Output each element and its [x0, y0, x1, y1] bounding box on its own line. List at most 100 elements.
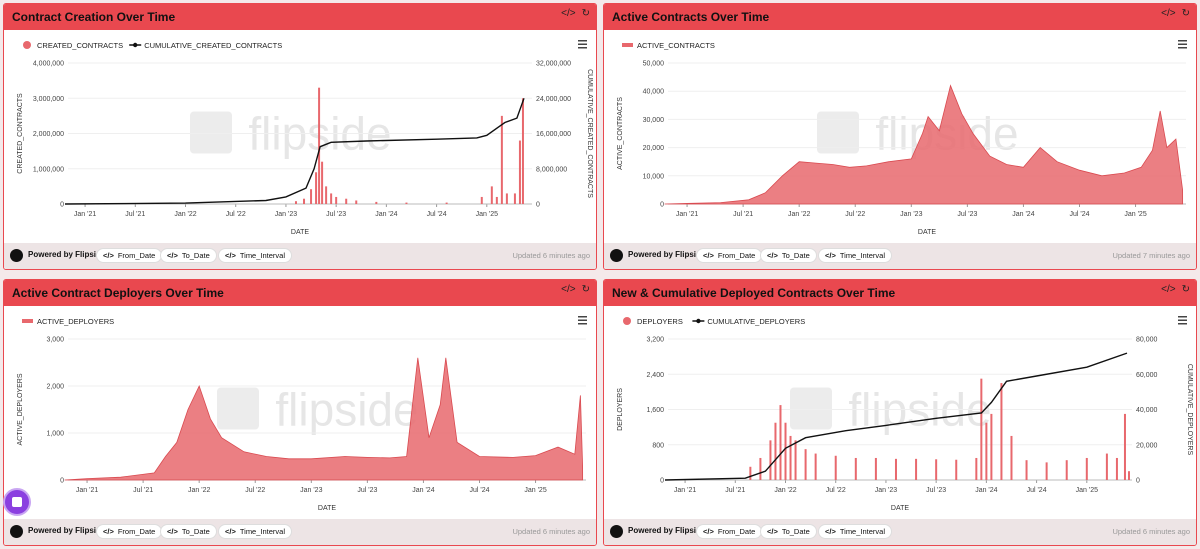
chip-label: From_Date [117, 527, 156, 536]
y2-tick-label: 0 [1136, 478, 1140, 485]
time-interval-chip[interactable]: </> Time_Interval [818, 524, 892, 539]
from-date-chip[interactable]: </> From_Date [696, 248, 763, 263]
flipside-logo-icon [10, 525, 23, 538]
x-tick-label: Jul '21 [725, 487, 745, 494]
to-date-chip[interactable]: </> To_Date [160, 248, 217, 263]
y-axis-label: CREATED_CONTRACTS [17, 93, 24, 174]
y-tick-label: 1,000,000 [33, 166, 64, 173]
legend-entry: CUMULATIVE_DEPLOYERS [707, 317, 805, 326]
bar [779, 405, 782, 480]
time-interval-chip[interactable]: </> Time_Interval [218, 524, 292, 539]
powered-by-label[interactable]: Powered by Flipside [628, 250, 706, 259]
bar [749, 466, 752, 480]
hamburger-menu-icon [1178, 47, 1187, 49]
x-tick-label: Jan '25 [476, 211, 498, 218]
panel-title: Active Contracts Over Time [612, 10, 770, 24]
chip-label: Time_Interval [239, 251, 285, 260]
x-tick-label: Jul '24 [469, 487, 489, 494]
bar [769, 440, 772, 480]
chart-area: flipsideCREATED_CONTRACTSCUMULATIVE_CREA… [8, 32, 593, 241]
from-date-chip[interactable]: </> From_Date [96, 524, 163, 539]
y2-tick-label: 32,000,000 [536, 61, 571, 68]
bar [375, 201, 378, 204]
refresh-icon[interactable]: ↻ [581, 284, 590, 295]
panel-header: Contract Creation Over Time </> ↻ [4, 4, 596, 30]
bar [990, 413, 993, 480]
bar [1127, 471, 1130, 480]
to-date-chip[interactable]: </> To_Date [760, 524, 817, 539]
x-tick-label: Jan '23 [900, 211, 922, 218]
panel-header: New & Cumulative Deployed Contracts Over… [604, 280, 1196, 306]
x-tick-label: Jul '22 [826, 487, 846, 494]
legend-dot-marker [623, 317, 631, 325]
bar [789, 435, 792, 480]
bar [490, 186, 493, 204]
refresh-icon[interactable]: ↻ [1181, 8, 1190, 19]
cumulative-line [664, 352, 1128, 481]
from-date-chip[interactable]: </> From_Date [96, 248, 163, 263]
y-axis-label: ACTIVE_DEPLOYERS [17, 373, 24, 445]
chart-area: flipsideACTIVE_CONTRACTS010,00020,00030,… [608, 32, 1192, 241]
code-icon[interactable]: </> [561, 8, 576, 19]
to-date-chip[interactable]: </> To_Date [760, 248, 817, 263]
hamburger-menu-icon [578, 40, 587, 42]
y2-tick-label: 60,000 [1136, 372, 1158, 379]
x-axis-label: DATE [918, 229, 936, 236]
x-tick-label: Jul '21 [733, 211, 753, 218]
bar [310, 189, 313, 204]
chart-panel-contract-creation: Contract Creation Over Time </> ↻ flipsid… [3, 3, 597, 270]
hamburger-menu-icon [1178, 316, 1187, 318]
x-tick-label: Jul '21 [133, 487, 153, 494]
chip-label: Time_Interval [839, 527, 885, 536]
chip-label: To_Date [181, 527, 210, 536]
bar [1025, 460, 1028, 480]
hamburger-menu-icon [1178, 323, 1187, 325]
watermark-logo-icon [217, 387, 259, 430]
bar [335, 196, 338, 204]
y-tick-label: 3,200 [646, 337, 664, 344]
y-tick-label: 2,000,000 [33, 131, 64, 138]
chip-label: To_Date [781, 251, 810, 260]
chart-area: flipside DEPLOYERS CUMULATIVE_DEPLOYERS 0 80… [608, 308, 1193, 517]
bar [985, 422, 988, 480]
time-interval-chip[interactable]: </> Time_Interval [218, 248, 292, 263]
x-tick-label: Jul '22 [245, 487, 265, 494]
bar [814, 453, 817, 480]
x-tick-label: Jan '24 [375, 211, 397, 218]
y-axis-label: ACTIVE_CONTRACTS [617, 97, 624, 170]
legend-area-marker [22, 319, 33, 323]
area-series [664, 84, 1184, 205]
chip-label: To_Date [181, 251, 210, 260]
refresh-icon[interactable]: ↻ [581, 8, 590, 19]
code-icon[interactable]: </> [561, 284, 576, 295]
powered-by-label[interactable]: Powered by Flipside [28, 250, 106, 259]
powered-by-label[interactable]: Powered by Flipside [628, 526, 706, 535]
x-tick-label: Jan '21 [76, 487, 98, 494]
time-interval-chip[interactable]: </> Time_Interval [818, 248, 892, 263]
x-tick-label: Jan '24 [1012, 211, 1034, 218]
from-date-chip[interactable]: </> From_Date [696, 524, 763, 539]
x-tick-label: Jul '24 [1027, 487, 1047, 494]
x-tick-label: Jul '24 [427, 211, 447, 218]
code-icon[interactable]: </> [1161, 8, 1176, 19]
code-icon: </> [103, 251, 114, 260]
code-icon[interactable]: </> [1161, 284, 1176, 295]
bar [500, 115, 503, 204]
powered-by-label[interactable]: Powered by Flipside [28, 526, 106, 535]
to-date-chip[interactable]: </> To_Date [160, 524, 217, 539]
watermark-text: flipside [275, 384, 418, 436]
flipside-logo-icon [610, 249, 623, 262]
hamburger-menu-icon [578, 316, 587, 318]
legend-entry: ACTIVE_CONTRACTS [637, 41, 715, 50]
legend-dot-marker [133, 42, 138, 48]
y-tick-label: 2,000 [46, 384, 64, 391]
code-icon: </> [103, 527, 114, 536]
hamburger-menu-icon [578, 319, 587, 321]
hamburger-menu-icon [1178, 319, 1187, 321]
bar [505, 193, 508, 204]
code-icon: </> [767, 527, 778, 536]
refresh-icon[interactable]: ↻ [1181, 284, 1190, 295]
hamburger-menu-icon [578, 43, 587, 45]
updated-timestamp: Updated 7 minutes ago [1112, 251, 1190, 260]
help-chat-button[interactable] [3, 488, 31, 516]
